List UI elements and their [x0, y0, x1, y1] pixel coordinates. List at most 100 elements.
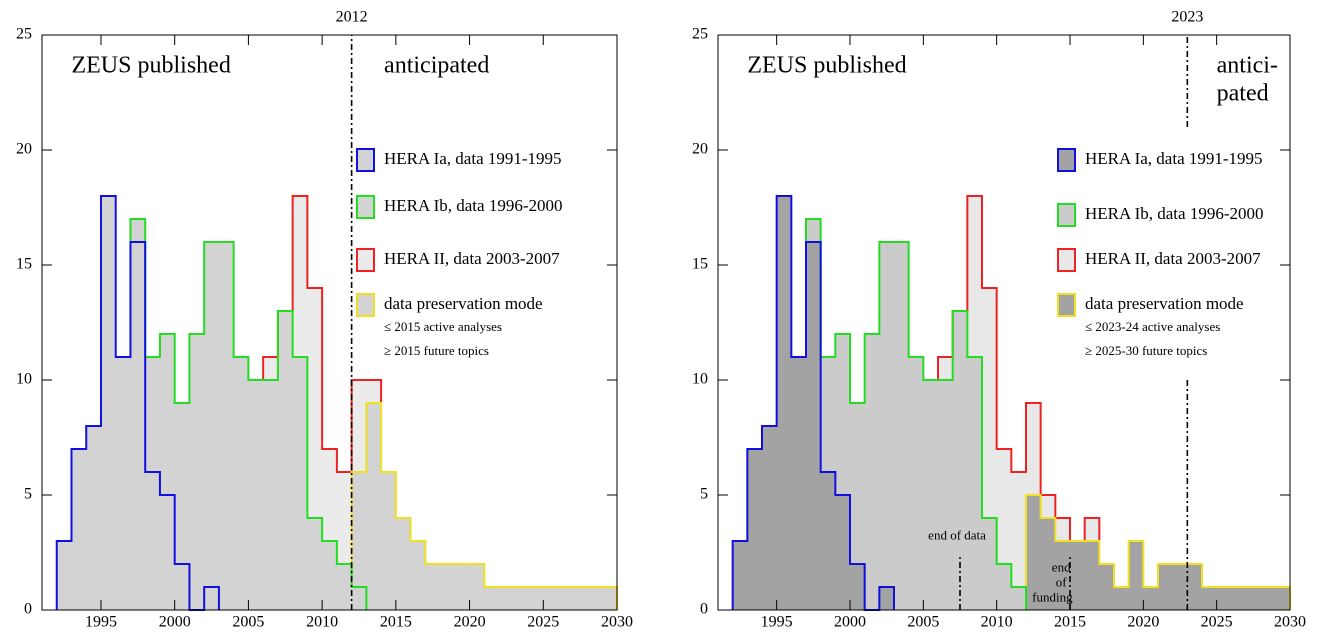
legend-swatch — [1057, 148, 1076, 172]
y-tick-label: 25 — [692, 26, 708, 43]
bar-segment — [528, 586, 544, 611]
legend-swatch — [356, 148, 375, 172]
series-outline — [350, 402, 618, 610]
x-tick-label: 2005 — [907, 614, 939, 631]
annotation: ZEUS published — [747, 53, 906, 79]
bar-segment — [1025, 402, 1041, 496]
x-tick-label: 2025 — [1201, 614, 1233, 631]
bar-segment — [835, 333, 851, 496]
plot-frame — [717, 34, 1291, 611]
y-tick-label: 5 — [24, 486, 32, 503]
bar-segment — [996, 448, 1012, 565]
bar-segment — [776, 195, 792, 611]
bar-segment — [543, 586, 559, 611]
legend-label: HERA Ia, data 1991-1995 — [1085, 149, 1263, 168]
bar-segment — [1260, 586, 1276, 611]
bar-segment — [277, 310, 293, 611]
bar-segment — [908, 356, 924, 611]
y-tick-label: 5 — [700, 486, 708, 503]
x-tick-label: 2005 — [232, 614, 264, 631]
bar-segment — [425, 563, 441, 611]
legend-swatch — [356, 248, 375, 272]
bar-segment — [1172, 563, 1188, 611]
bar-segment — [366, 379, 382, 404]
bar-segment — [469, 563, 485, 611]
marker-label: 2012 — [336, 9, 368, 26]
bar-segment — [307, 287, 323, 519]
bar-segment — [1275, 586, 1291, 611]
legend-note: ≤ 2023-24 active analyses — [1085, 319, 1220, 334]
bar-segment — [307, 517, 323, 611]
annotation: end — [1052, 560, 1071, 575]
bar-segment — [174, 402, 190, 565]
bar-segment — [115, 356, 131, 611]
bar-segment — [1084, 517, 1100, 542]
bar-segment — [1055, 517, 1071, 542]
bar-segment — [262, 356, 279, 381]
bar-segment — [1157, 563, 1173, 611]
bar-segment — [1099, 563, 1115, 611]
legend-note: ≥ 2025-30 future topics — [1085, 343, 1207, 358]
legend-swatch — [1057, 293, 1076, 317]
bar-segment — [820, 471, 836, 611]
bar-segment — [321, 448, 338, 542]
bar-segment — [805, 218, 821, 243]
bar-segment — [937, 356, 953, 381]
bar-segment — [248, 379, 264, 611]
bar-segment — [321, 540, 338, 611]
bar-segment — [395, 517, 411, 611]
bar-segment — [144, 356, 161, 473]
bar-segment — [351, 379, 367, 473]
legend-swatch — [356, 293, 375, 317]
bar-segment — [262, 379, 279, 611]
bar-segment — [292, 356, 308, 611]
legend-note: ≥ 2015 future topics — [384, 343, 489, 358]
bar-segment — [747, 448, 763, 611]
legend-swatch — [356, 195, 375, 219]
x-tick-label: 2015 — [380, 614, 412, 631]
bar-segment — [233, 356, 249, 611]
bar-segment — [923, 379, 939, 611]
bar-segment — [1128, 540, 1144, 611]
legend-note: ≤ 2015 active analyses — [384, 319, 502, 334]
x-tick-label: 2020 — [454, 614, 486, 631]
series-outline — [1025, 494, 1291, 610]
legend-label: HERA Ib, data 1996-2000 — [1085, 204, 1263, 223]
bar-segment — [159, 333, 175, 496]
annotation: ZEUS published — [71, 53, 230, 79]
y-tick-label: 10 — [16, 371, 32, 388]
bar-segment — [130, 241, 146, 611]
series-outline — [805, 218, 1027, 610]
bar-segment — [484, 586, 500, 611]
x-tick-label: 2020 — [1127, 614, 1159, 631]
plot-frame — [41, 34, 618, 611]
legend-swatch — [1057, 203, 1076, 227]
bar-segment — [203, 241, 220, 588]
bar-segment — [820, 356, 836, 473]
bar-segment — [805, 241, 821, 611]
bar-segment — [1011, 586, 1027, 611]
bar-segment — [864, 333, 880, 611]
legend-label: HERA Ia, data 1991-1995 — [384, 149, 562, 168]
bar-segment — [336, 471, 352, 565]
legend-label: data preservation mode — [1085, 294, 1244, 313]
bar-segment — [879, 241, 895, 588]
bar-segment — [557, 586, 574, 611]
bar-segment — [203, 586, 220, 611]
bar-segment — [849, 402, 865, 565]
x-tick-label: 2000 — [834, 614, 866, 631]
bar-segment — [1245, 586, 1261, 611]
bar-segment — [144, 471, 161, 611]
x-tick-label: 2010 — [981, 614, 1013, 631]
bar-segment — [71, 448, 87, 611]
bar-segment — [130, 218, 146, 243]
bar-segment — [366, 402, 382, 611]
y-tick-label: 20 — [16, 141, 32, 158]
bar-segment — [439, 563, 456, 611]
bar-segment — [761, 425, 777, 611]
legend-label: HERA II, data 2003-2007 — [1085, 249, 1261, 268]
y-tick-label: 25 — [16, 26, 32, 43]
legend-label: data preservation mode — [384, 294, 543, 313]
